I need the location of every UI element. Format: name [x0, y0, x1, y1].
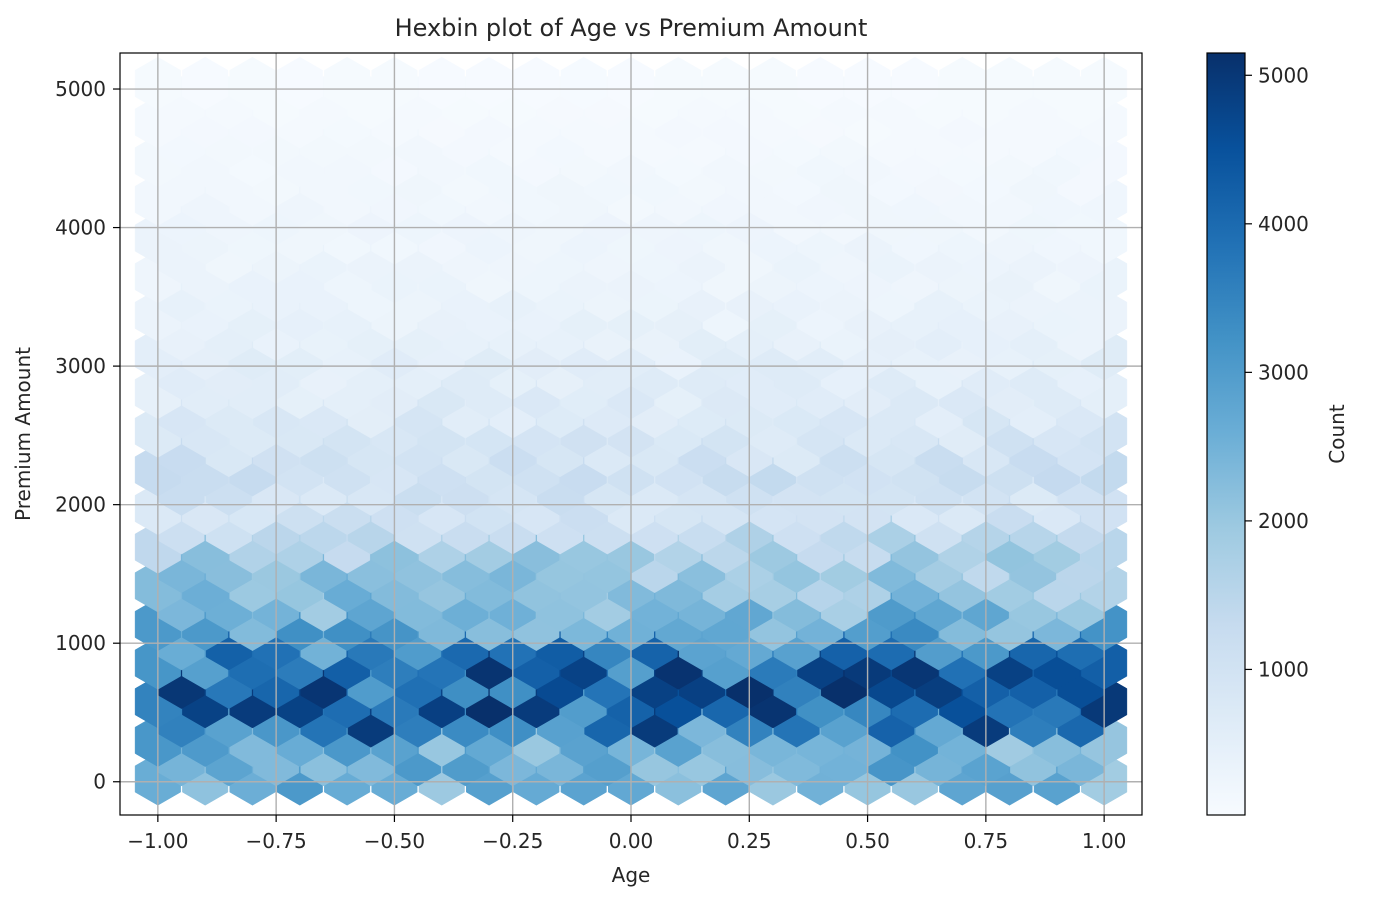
chart-title: Hexbin plot of Age vs Premium Amount	[395, 14, 868, 42]
colorbar-tick-label: 1000	[1258, 657, 1309, 681]
colorbar-tick-label: 3000	[1258, 360, 1309, 384]
colorbar-tick-label: 5000	[1258, 63, 1309, 87]
hexbin-cell	[939, 56, 986, 111]
hexbin-cell	[513, 56, 560, 111]
x-tick-label: 0.00	[609, 829, 654, 853]
colorbar: 1000 2000 3000 4000 5000 Count	[1206, 52, 1349, 816]
hexbin-cell	[276, 56, 323, 111]
hexbin-cell	[797, 56, 844, 111]
y-tick-label: 1000	[55, 631, 106, 655]
x-tick-label: 0.25	[727, 829, 772, 853]
y-tick-label: 2000	[55, 493, 106, 517]
x-tick-label: 0.50	[845, 829, 890, 853]
hexbin-cell	[702, 56, 749, 111]
x-tick-label: 0.75	[964, 829, 1009, 853]
plot-area: −1.00 −0.75 −0.50 −0.25 0.00 0.25 0.50 0.75 1.00…	[55, 52, 1143, 853]
hexbin-cell	[560, 56, 607, 111]
y-tick-label: 5000	[55, 77, 106, 101]
hexbin-cell	[749, 56, 796, 111]
y-axis-label: Premium Amount	[11, 347, 35, 521]
hexbin-cell	[1033, 56, 1080, 111]
hexbin-cell	[229, 56, 276, 111]
colorbar-tick-label: 4000	[1258, 212, 1309, 236]
y-tick-label: 0	[93, 770, 106, 794]
colorbar-tick-label: 2000	[1258, 509, 1309, 533]
x-tick-label: 1.00	[1082, 829, 1127, 853]
x-axis-label: Age	[612, 863, 651, 887]
hexbin-cell	[891, 56, 938, 111]
hexbin-cell	[324, 56, 371, 111]
x-tick-label: −0.50	[364, 829, 425, 853]
x-tick-label: −1.00	[127, 829, 188, 853]
y-tick-label: 4000	[55, 216, 106, 240]
colorbar-ticks: 1000 2000 3000 4000 5000	[1245, 63, 1309, 681]
hexbin-cell	[466, 56, 513, 111]
x-tick-label: −0.75	[245, 829, 306, 853]
x-axis-ticks: −1.00 −0.75 −0.50 −0.25 0.00 0.25 0.50 0.75 1.00	[127, 815, 1126, 853]
y-axis-ticks: 0 1000 2000 3000 4000 5000	[55, 77, 120, 794]
grid-lines	[120, 53, 1142, 815]
hexbin-cell	[986, 56, 1033, 111]
hexbin-cell	[655, 56, 702, 111]
x-tick-label: −0.25	[482, 829, 543, 853]
hexbin-cell	[418, 56, 465, 111]
colorbar-label: Count	[1325, 404, 1349, 464]
y-tick-label: 3000	[55, 354, 106, 378]
hexbin-cell	[182, 56, 229, 111]
colorbar-gradient	[1206, 52, 1246, 816]
